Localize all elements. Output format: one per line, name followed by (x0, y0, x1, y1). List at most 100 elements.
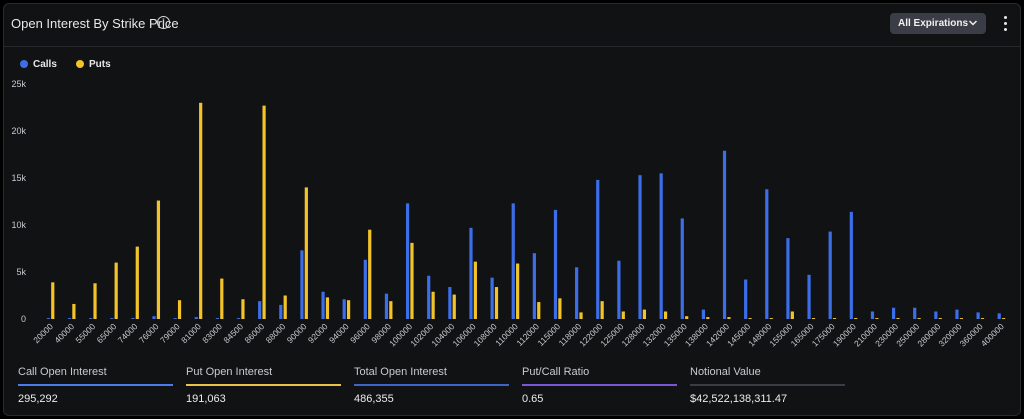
call-bar (765, 189, 769, 319)
expirations-dropdown[interactable]: All Expirations (890, 13, 986, 34)
call-bar (807, 274, 811, 319)
legend-dot-calls (20, 60, 28, 68)
x-tick-label: 40000 (52, 321, 76, 345)
put-bar (220, 278, 224, 319)
call-bar (575, 267, 579, 319)
y-tick-label: 15k (11, 173, 26, 183)
put-bar (1002, 318, 1006, 319)
stat-value: 295,292 (18, 393, 58, 405)
legend-label-calls: Calls (33, 59, 57, 70)
call-bar (405, 203, 410, 319)
put-bar (663, 311, 668, 319)
call-bar (194, 317, 198, 319)
put-bar (241, 299, 245, 319)
put-bar (262, 105, 266, 320)
call-bar (321, 291, 325, 319)
put-bar (537, 302, 541, 319)
x-tick-label: 94000 (327, 321, 351, 345)
put-bar (494, 287, 499, 319)
x-tick-label: 88000 (264, 321, 288, 345)
stat-value: 486,355 (354, 393, 394, 405)
call-bar (236, 318, 241, 319)
call-bar (659, 173, 663, 319)
panel-header: Open Interest By Strike Price i All Expi… (4, 4, 1020, 47)
call-bar (152, 316, 156, 319)
x-tick-label: 90000 (285, 321, 309, 345)
x-tick-label: 92000 (306, 321, 330, 345)
put-bar (706, 317, 710, 319)
call-bar (110, 318, 114, 319)
call-bar (553, 209, 558, 319)
more-options-icon[interactable] (1000, 15, 1010, 33)
stat-value: $42,522,138,311.47 (690, 393, 788, 405)
put-bar (93, 283, 97, 319)
put-bar (304, 187, 308, 319)
call-bar (258, 301, 262, 319)
call-bar (617, 260, 621, 319)
call-bar (532, 253, 536, 319)
put-bar (410, 242, 414, 319)
stat-put-open-interest: Put Open Interest 191,063 (186, 366, 346, 405)
x-tick-label: 84500 (221, 321, 245, 345)
call-bar (722, 150, 727, 319)
call-bar (638, 175, 642, 319)
open-interest-bar-chart: 0 5k 10k 15k 20k 25k 2000040000550006500074000… (11, 79, 1006, 348)
put-bar (199, 102, 203, 319)
legend-item-puts[interactable]: Puts (76, 59, 111, 70)
call-bar (215, 318, 220, 319)
put-bar (516, 263, 520, 319)
put-bar (72, 303, 76, 319)
call-bar (131, 318, 135, 319)
x-tick-label: 79000 (158, 321, 182, 345)
put-bar (748, 318, 752, 319)
stat-total-open-interest: Total Open Interest 486,355 (354, 366, 514, 405)
x-tick-label: 65000 (95, 321, 119, 345)
x-tick-label: 20000 (31, 321, 55, 345)
stat-label: Put Open Interest (186, 366, 273, 378)
summary-stats: Call Open Interest 295,292 Put Open Inte… (4, 366, 1020, 416)
stat-underline (690, 384, 845, 386)
put-bar (875, 318, 879, 319)
put-bar (346, 300, 351, 319)
y-tick-label: 25k (11, 79, 26, 89)
put-bar (832, 318, 837, 319)
legend-item-calls[interactable]: Calls (20, 59, 57, 70)
expirations-label: All Expirations (898, 18, 969, 29)
call-bar (955, 309, 959, 319)
call-bar (384, 293, 389, 319)
call-bar (701, 309, 706, 319)
info-icon[interactable]: i (157, 16, 170, 29)
call-bar (342, 299, 346, 319)
stat-notional-value: Notional Value $42,522,138,311.47 (690, 366, 850, 405)
x-tick-label: 81000 (179, 321, 203, 345)
call-bar (469, 227, 473, 319)
put-bar (621, 311, 625, 319)
put-bar (114, 262, 118, 319)
stat-label: Total Open Interest (354, 366, 447, 378)
put-bar (177, 300, 182, 319)
stat-underline (354, 384, 509, 386)
call-bar (849, 211, 853, 319)
stat-value: 0.65 (522, 393, 544, 405)
call-bar (67, 318, 72, 319)
y-tick-label: 5k (16, 267, 26, 277)
call-bar (976, 312, 980, 319)
put-bar (135, 246, 139, 319)
call-bar (427, 275, 431, 319)
put-bar (685, 316, 689, 319)
x-tick-label: 83000 (200, 321, 224, 345)
put-bar (854, 318, 858, 319)
put-bar (558, 298, 562, 319)
put-bar (959, 318, 963, 319)
x-tick-label: 55000 (73, 321, 97, 345)
x-tick-label: 86000 (242, 321, 266, 345)
call-bar (934, 311, 938, 319)
call-bar (300, 250, 304, 319)
put-bar (790, 311, 794, 319)
call-bar (511, 203, 515, 319)
legend-label-puts: Puts (89, 59, 111, 70)
stat-underline (18, 384, 173, 386)
put-bar (156, 200, 161, 319)
chevron-down-icon (969, 20, 977, 26)
put-bar (769, 318, 773, 319)
